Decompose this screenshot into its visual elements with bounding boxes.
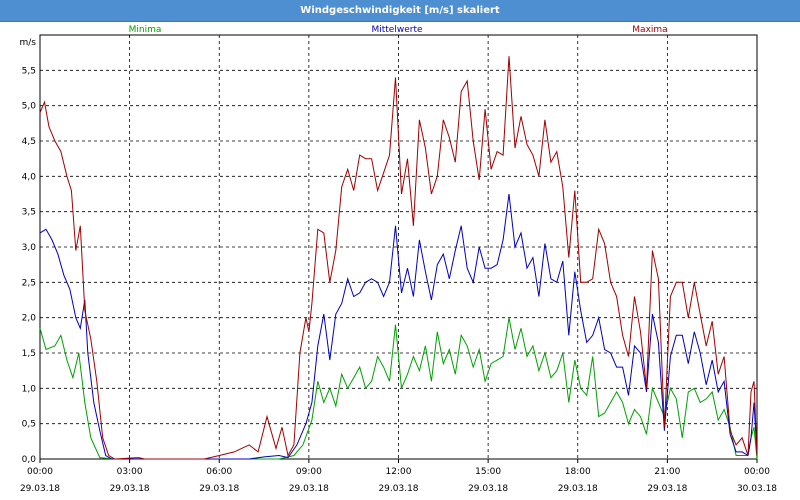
y-tick-label: 1,5: [22, 349, 36, 359]
series-line-maxima: [39, 56, 758, 460]
x-tick-time: 00:00: [27, 467, 53, 477]
x-tick-time: 21:00: [654, 467, 680, 477]
x-tick-time: 03:00: [117, 467, 143, 477]
x-tick-date: 29.03.18: [468, 484, 508, 494]
x-tick-date: 29.03.18: [199, 484, 239, 494]
x-tick-date: 30.03.18: [737, 484, 777, 494]
y-tick-label: 4,5: [22, 137, 36, 147]
x-tick-time: 18:00: [565, 467, 591, 477]
x-tick-time: 09:00: [296, 467, 322, 477]
y-tick-label: 0,5: [22, 420, 36, 430]
y-tick-label: 4,0: [22, 172, 37, 182]
x-tick-time: 00:00: [744, 467, 770, 477]
x-tick-time: 12:00: [386, 467, 412, 477]
y-tick-label: 3,5: [22, 208, 36, 218]
y-tick-label: 0,0: [22, 455, 37, 465]
legend-minima: Minima: [129, 25, 162, 35]
y-tick-label: 3,0: [22, 243, 37, 253]
legend-mittelwerte: Mittelwerte: [371, 25, 422, 35]
wind-speed-chart: 0,0 0,5 1,0 1,5 2,0 2,5 3,0 3,5 4,0 4,5 5,0 5,5 m/s 0…: [20, 25, 778, 494]
x-tick-date: 29.03.18: [20, 484, 60, 494]
x-tick-date: 29.03.18: [558, 484, 598, 494]
y-tick-label: 5,0: [22, 102, 37, 112]
x-tick-date: 29.03.18: [378, 484, 418, 494]
x-tick-time: 06:00: [206, 467, 232, 477]
series-line-minima: [39, 317, 758, 460]
chart-title: Windgeschwindigkeit [m/s] skaliert: [0, 0, 800, 22]
x-tick-date: 29.03.18: [289, 484, 329, 494]
y-tick-label: 2,0: [22, 314, 37, 324]
y-tick-label: 5,5: [22, 66, 36, 76]
x-tick-time: 15:00: [475, 467, 501, 477]
y-tick-label: 1,0: [22, 384, 37, 394]
x-tick-date: 29.03.18: [647, 484, 687, 494]
y-axis-label: m/s: [20, 38, 37, 48]
legend-maxima: Maxima: [632, 25, 667, 35]
series-line-mittelwerte: [39, 193, 758, 460]
y-tick-label: 2,5: [22, 278, 36, 288]
x-tick-date: 29.03.18: [110, 484, 150, 494]
